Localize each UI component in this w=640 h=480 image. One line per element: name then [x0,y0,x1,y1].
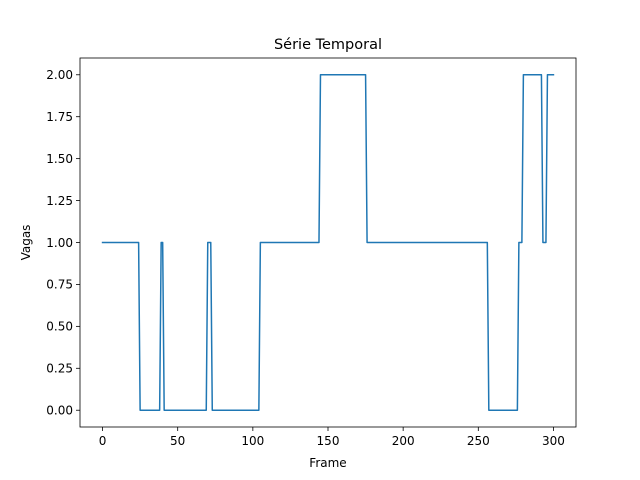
x-tick-label-4: 200 [392,434,415,448]
x-tick-label-5: 250 [467,434,490,448]
y-tick-label-7: 1.75 [46,110,73,124]
y-tick-label-5: 1.25 [46,194,73,208]
series-layer [101,74,555,411]
y-axis-label: Vagas [19,225,33,261]
chart-title: Série Temporal [274,37,382,53]
y-tick-label-4: 1.00 [46,236,73,250]
y-tick-label-6: 1.50 [46,152,73,166]
y-tick-label-8: 2.00 [46,68,73,82]
x-tick-label-2: 100 [241,434,264,448]
y-tick-label-1: 0.25 [46,362,73,376]
x-tick-label-3: 150 [317,434,340,448]
y-tick-label-3: 0.75 [46,278,73,292]
x-tick-label-1: 50 [170,434,185,448]
y-tick-label-0: 0.00 [46,404,73,418]
x-tick-label-0: 0 [99,434,107,448]
x-axis-label: Frame [309,456,346,470]
x-tick-label-6: 300 [542,434,565,448]
y-tick-label-2: 0.50 [46,320,73,334]
series-line-0 [101,74,555,411]
y-axis-ticks: 0.00 0.25 0.50 0.75 1.00 1.25 1.50 1.75 2.00 [46,68,80,418]
x-axis-ticks: 0 50 100 150 200 250 300 [99,427,565,448]
